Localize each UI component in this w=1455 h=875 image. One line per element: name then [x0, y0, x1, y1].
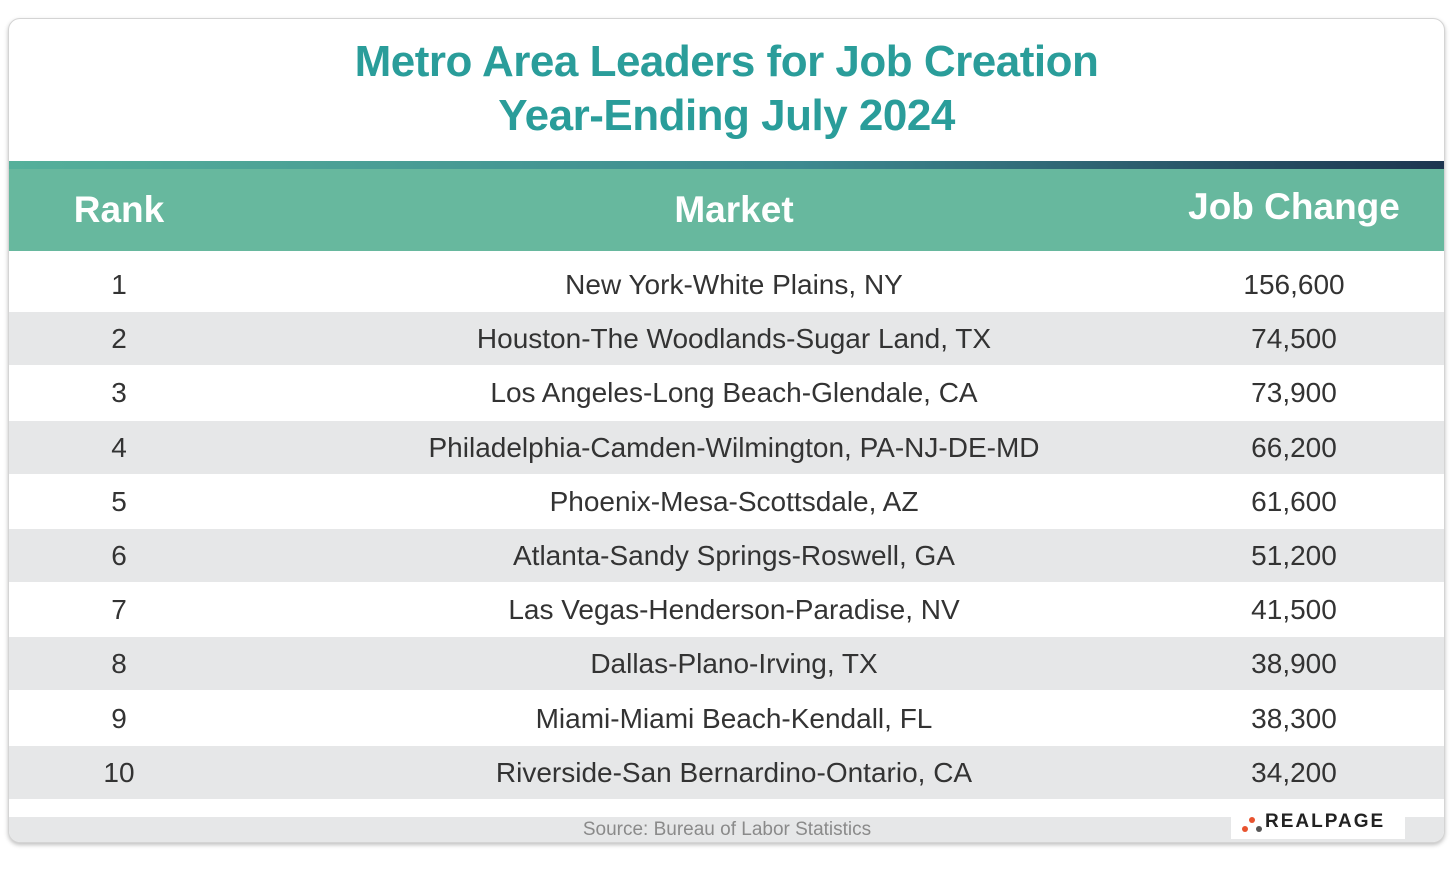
rank: 7: [111, 594, 127, 626]
rank: 10: [103, 756, 135, 788]
table-row: 1 New York-White Plains, NY 156,600: [9, 258, 1444, 311]
table-row: 3 Los Angeles-Long Beach-Glendale, CA 73,9…: [9, 366, 1444, 419]
rank: 9: [111, 702, 127, 734]
job-change: 51,200: [1251, 540, 1337, 571]
rank: 8: [111, 648, 127, 680]
title-line: Year-Ending July 2024: [498, 91, 955, 140]
logo-text: REALPAGE: [1265, 811, 1386, 832]
rank: 4: [111, 431, 127, 463]
footer: Source: Bureau of Labor Statistics: [9, 817, 1444, 842]
table-row: 5 Phoenix-Mesa-Scottsdale, AZ 61,600: [9, 475, 1444, 528]
rank: 3: [111, 377, 127, 409]
market: Riverside-San Bernardino-Ontario, CA: [495, 756, 973, 788]
rank: 1: [111, 269, 127, 300]
job-change: 66,200: [1251, 431, 1337, 463]
market: Las Vegas-Henderson-Paradise, NV: [508, 594, 960, 626]
table-row: 2 Houston-The Woodlands-Sugar Land, TX 74,…: [9, 312, 1444, 366]
logo: REALPAGE: [1231, 807, 1405, 839]
job-change: 34,200: [1251, 756, 1337, 788]
card: Metro Area Leaders for Job Creation Year…: [8, 18, 1445, 843]
table-row: 4 Philadelphia-Camden-Wilmington, PA-NJ-D…: [9, 420, 1444, 474]
table-row: 7 Las Vegas-Henderson-Paradise, NV 41,500: [9, 583, 1444, 636]
title-line: Metro Area Leaders for Job Creation: [354, 37, 1099, 86]
market: New York-White Plains, NY: [565, 269, 903, 300]
rank: 5: [111, 485, 127, 517]
job-change: 73,900: [1251, 377, 1337, 409]
rank: 6: [111, 540, 127, 571]
job-change: 74,500: [1251, 323, 1337, 355]
market: Miami-Miami Beach-Kendall, FL: [535, 702, 933, 734]
job-change: 38,900: [1251, 648, 1337, 680]
market: Los Angeles-Long Beach-Glendale, CA: [490, 377, 978, 409]
market: Philadelphia-Camden-Wilmington, PA-NJ-DE…: [428, 431, 1040, 463]
market: Atlanta-Sandy Springs-Roswell, GA: [513, 540, 955, 571]
column-header: Job Change: [1188, 186, 1400, 227]
market: Houston-The Woodlands-Sugar Land, TX: [476, 323, 992, 355]
job-change: 38,300: [1251, 702, 1337, 734]
job-change: 61,600: [1251, 485, 1337, 517]
table-header: Rank Market Job Change: [9, 169, 1444, 251]
market: Dallas-Plano-Irving, TX: [590, 648, 878, 680]
column-header: Rank: [73, 189, 165, 230]
market: Phoenix-Mesa-Scottsdale, AZ: [549, 485, 919, 517]
rank: 2: [111, 323, 127, 355]
table-row: 8 Dallas-Plano-Irving, TX 38,900: [9, 637, 1444, 691]
accent-bar: [9, 161, 1444, 169]
source: Source: Bureau of Labor Statistics: [582, 819, 872, 840]
job-change: 41,500: [1251, 594, 1337, 626]
table-row: 9 Miami-Miami Beach-Kendall, FL 38,300: [9, 692, 1444, 745]
job-change: 156,600: [1243, 269, 1345, 300]
table-row: 10 Riverside-San Bernardino-Ontario, CA 34…: [9, 745, 1444, 799]
logo-dots: [1242, 817, 1262, 832]
table-row: 6 Atlanta-Sandy Springs-Roswell, GA 51,200: [9, 529, 1444, 582]
column-header: Market: [674, 189, 794, 230]
